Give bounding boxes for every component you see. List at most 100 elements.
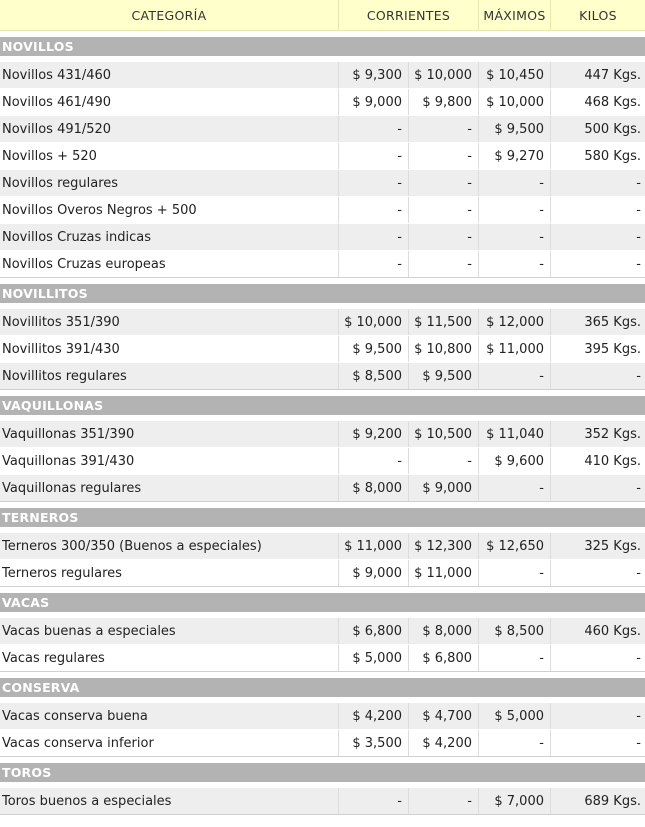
corrientes-min-cell: - [338,224,408,250]
category-cell: Novillos Cruzas indicas [2,229,152,245]
table-row: Vacas regulares $ 5,000 $ 6,800- - [0,645,645,672]
corrientes-max-cell: $ 11,000 [408,560,478,586]
kilos-cell: 500 Kgs. [550,116,645,142]
corrientes-max-cell: - [408,224,478,250]
category-cell: Novillos regulares [2,175,119,191]
category-cell: Terneros 300/350 (Buenos a especiales) [2,538,262,554]
corrientes-max-cell: - [408,170,478,196]
corrientes-max-cell: - [408,251,478,277]
category-cell: Novillos Cruzas europeas [2,256,166,272]
corrientes-max-cell: $ 10,000 [408,62,478,88]
corrientes-min-cell: - [338,251,408,277]
corrientes-min-cell: - [338,170,408,196]
section-header: TOROS [0,763,645,782]
corrientes-min-cell: $ 10,000 [338,309,408,335]
table-row: Novillos Cruzas indicas - - - - [0,224,645,251]
table-row: Terneros 300/350 (Buenos a especiales) $ … [0,533,645,560]
kilos-cell: - [550,645,645,671]
corrientes-min-cell: $ 9,000 [338,560,408,586]
category-cell: Vaquillonas regulares [2,480,142,496]
section-header: VACAS [0,593,645,612]
corrientes-min-cell: $ 8,000 [338,475,408,501]
maximos-cell: $ 9,600 [478,448,550,474]
table-row: Vaquillonas 391/430- - $ 9,600 410 Kgs. [0,448,645,475]
kilos-cell: 689 Kgs. [550,788,645,814]
category-cell: Vaquillonas 351/390 [2,426,135,442]
corrientes-min-cell: $ 8,500 [338,363,408,389]
kilos-cell: - [550,703,645,729]
corrientes-max-cell: - [408,143,478,169]
header-kilos: KILOS [550,0,645,30]
table-row: Novillitos regulares $ 8,500 $ 9,500- - [0,363,645,390]
maximos-cell: - [478,251,550,277]
maximos-cell: $ 10,000 [478,89,550,115]
kilos-cell: 352 Kgs. [550,421,645,447]
maximos-cell: - [478,363,550,389]
corrientes-max-cell: - [408,116,478,142]
corrientes-max-cell: $ 10,800 [408,336,478,362]
corrientes-min-cell: $ 3,500 [338,730,408,756]
corrientes-max-cell: $ 11,500 [408,309,478,335]
corrientes-max-cell: $ 10,500 [408,421,478,447]
corrientes-min-cell: $ 4,200 [338,703,408,729]
table-row: Novillitos 351/390 $ 10,000 $ 11,500 $ 12,0… [0,309,645,336]
maximos-cell: $ 9,270 [478,143,550,169]
kilos-cell: - [550,363,645,389]
category-cell: Novillos 491/520 [2,121,112,137]
table-row: Novillos 491/520- - $ 9,500 500 Kgs. [0,116,645,143]
corrientes-min-cell: - [338,448,408,474]
maximos-cell: $ 11,000 [478,336,550,362]
maximos-cell: $ 12,000 [478,309,550,335]
table-body: NOVILLOS Novillos 431/460 $ 9,300 $ 10,000 $… [0,37,645,815]
category-cell: Terneros regulares [2,565,122,581]
section-header: TERNEROS [0,508,645,527]
maximos-cell: - [478,475,550,501]
corrientes-max-cell: - [408,788,478,814]
corrientes-max-cell: $ 9,000 [408,475,478,501]
corrientes-min-cell: - [338,197,408,223]
table-row: Vacas conserva inferior $ 3,500 $ 4,200- - [0,730,645,757]
table-row: Novillos Overos Negros + 500- - - - [0,197,645,224]
maximos-cell: - [478,224,550,250]
maximos-cell: $ 9,500 [478,116,550,142]
kilos-cell: 580 Kgs. [550,143,645,169]
category-cell: Novillos 461/490 [2,94,112,110]
table-row: Vaquillonas 351/390 $ 9,200 $ 10,500 $ 11,0… [0,421,645,448]
kilos-cell: - [550,560,645,586]
category-cell: Novillitos regulares [2,368,127,384]
corrientes-min-cell: $ 11,000 [338,533,408,559]
header-categoria: CATEGORÍA [131,7,207,23]
corrientes-max-cell: $ 8,000 [408,618,478,644]
corrientes-max-cell: $ 9,800 [408,89,478,115]
maximos-cell: $ 11,040 [478,421,550,447]
category-cell: Vacas conserva inferior [2,735,154,751]
maximos-cell: $ 5,000 [478,703,550,729]
maximos-cell: - [478,560,550,586]
kilos-cell: 325 Kgs. [550,533,645,559]
section-header: NOVILLITOS [0,284,645,303]
table-row: Novillos Cruzas europeas - - - - [0,251,645,278]
table-header: CATEGORÍA CORRIENTES MÁXIMOS KILOS [0,0,645,31]
maximos-cell: $ 8,500 [478,618,550,644]
table-row: Novillos 431/460 $ 9,300 $ 10,000 $ 10,450 4… [0,62,645,89]
section-header: VAQUILLONAS [0,396,645,415]
corrientes-min-cell: $ 9,500 [338,336,408,362]
corrientes-max-cell: $ 12,300 [408,533,478,559]
table-row: Vaquillonas regulares $ 8,000 $ 9,000- - [0,475,645,502]
maximos-cell: - [478,730,550,756]
header-maximos: MÁXIMOS [478,0,550,30]
kilos-cell: 460 Kgs. [550,618,645,644]
corrientes-max-cell: - [408,197,478,223]
category-cell: Toros buenos a especiales [2,793,172,809]
table-row: Novillos 461/490 $ 9,000 $ 9,800 $ 10,000 46… [0,89,645,116]
category-cell: Vacas buenas a especiales [2,623,176,639]
kilos-cell: 395 Kgs. [550,336,645,362]
category-cell: Novillos + 520 [2,148,97,164]
corrientes-max-cell: $ 4,200 [408,730,478,756]
kilos-cell: - [550,224,645,250]
header-corrientes: CORRIENTES [338,0,478,30]
kilos-cell: - [550,197,645,223]
category-cell: Novillos Overos Negros + 500 [2,202,197,218]
kilos-cell: - [550,475,645,501]
